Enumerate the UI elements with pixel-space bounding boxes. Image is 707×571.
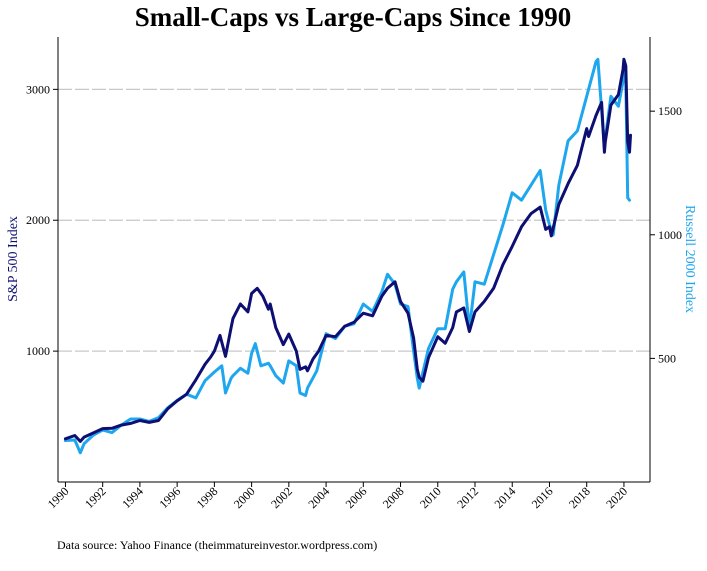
- x-tick-label: 1990: [45, 484, 72, 511]
- y-axis-label-left: S&P 500 Index: [6, 216, 21, 302]
- x-tick-label: 2008: [380, 484, 407, 511]
- x-tick-label: 2018: [566, 484, 593, 511]
- x-tick-label: 1992: [82, 484, 109, 511]
- x-tick-label: 1998: [194, 484, 221, 511]
- y-left-tick-label: 3000: [26, 82, 50, 96]
- gridlines: [58, 88, 650, 352]
- x-tick-label: 2020: [603, 484, 630, 511]
- x-tick-label: 2006: [343, 484, 370, 511]
- x-tick-label: 1996: [156, 484, 183, 511]
- x-tick-label: 2012: [454, 484, 481, 511]
- y-right-tick-label: 1000: [658, 228, 682, 242]
- series-lines: [63, 57, 632, 455]
- sp500-series-line: [63, 57, 632, 443]
- russell2000-series-line: [63, 57, 631, 455]
- y-axis-label-right: Russell 2000 Index: [682, 205, 697, 313]
- y-left-tick-label: 1000: [26, 344, 50, 358]
- data-source-note: Data source: Yahoo Finance (theimmaturei…: [57, 538, 377, 552]
- x-tick-label: 2002: [268, 484, 295, 511]
- y-left-tick-label: 2000: [26, 213, 50, 227]
- x-tick-label: 2010: [417, 484, 444, 511]
- chart-title: Small-Caps vs Large-Caps Since 1990: [135, 2, 572, 32]
- x-tick-label: 1994: [119, 484, 146, 511]
- x-tick-label: 2016: [529, 484, 556, 511]
- x-tick-label: 2004: [305, 484, 332, 511]
- x-tick-label: 2000: [231, 484, 258, 511]
- y-right-tick-label: 500: [658, 351, 676, 365]
- x-tick-label: 2014: [491, 484, 518, 511]
- y-right-tick-label: 1500: [658, 104, 682, 118]
